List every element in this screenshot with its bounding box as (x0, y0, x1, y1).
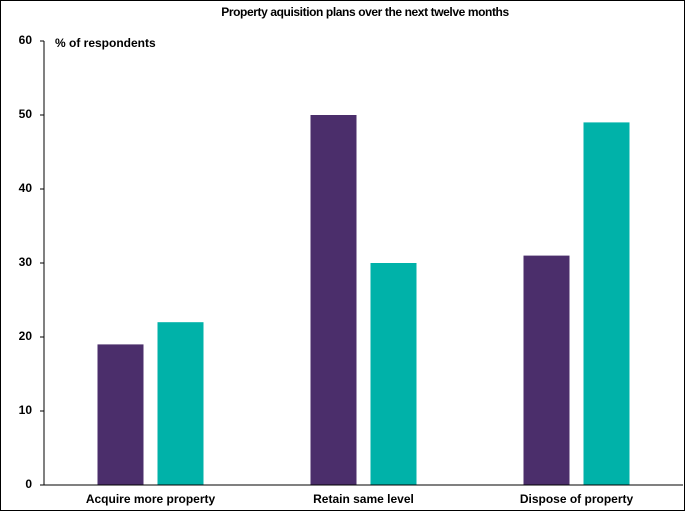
x-tick-label: Dispose of property (520, 492, 634, 506)
bar (523, 255, 570, 485)
y-tick-label: 40 (19, 181, 33, 195)
x-tick-label: Retain same level (313, 492, 414, 506)
bar (370, 263, 417, 485)
y-tick-label: 20 (19, 329, 33, 343)
y-tick-label: 50 (19, 107, 33, 121)
bar (310, 115, 357, 485)
y-axis-label: % of respondents (55, 36, 156, 50)
y-tick-label: 10 (19, 403, 33, 417)
bar (97, 344, 144, 485)
x-tick-label: Acquire more property (86, 492, 216, 506)
bar (583, 122, 630, 486)
y-tick-label: 0 (25, 477, 32, 491)
chart-title: Property aquisition plans over the next … (221, 5, 509, 19)
y-tick-label: 30 (19, 255, 33, 269)
bar (157, 322, 204, 485)
y-tick-label: 60 (19, 33, 33, 47)
